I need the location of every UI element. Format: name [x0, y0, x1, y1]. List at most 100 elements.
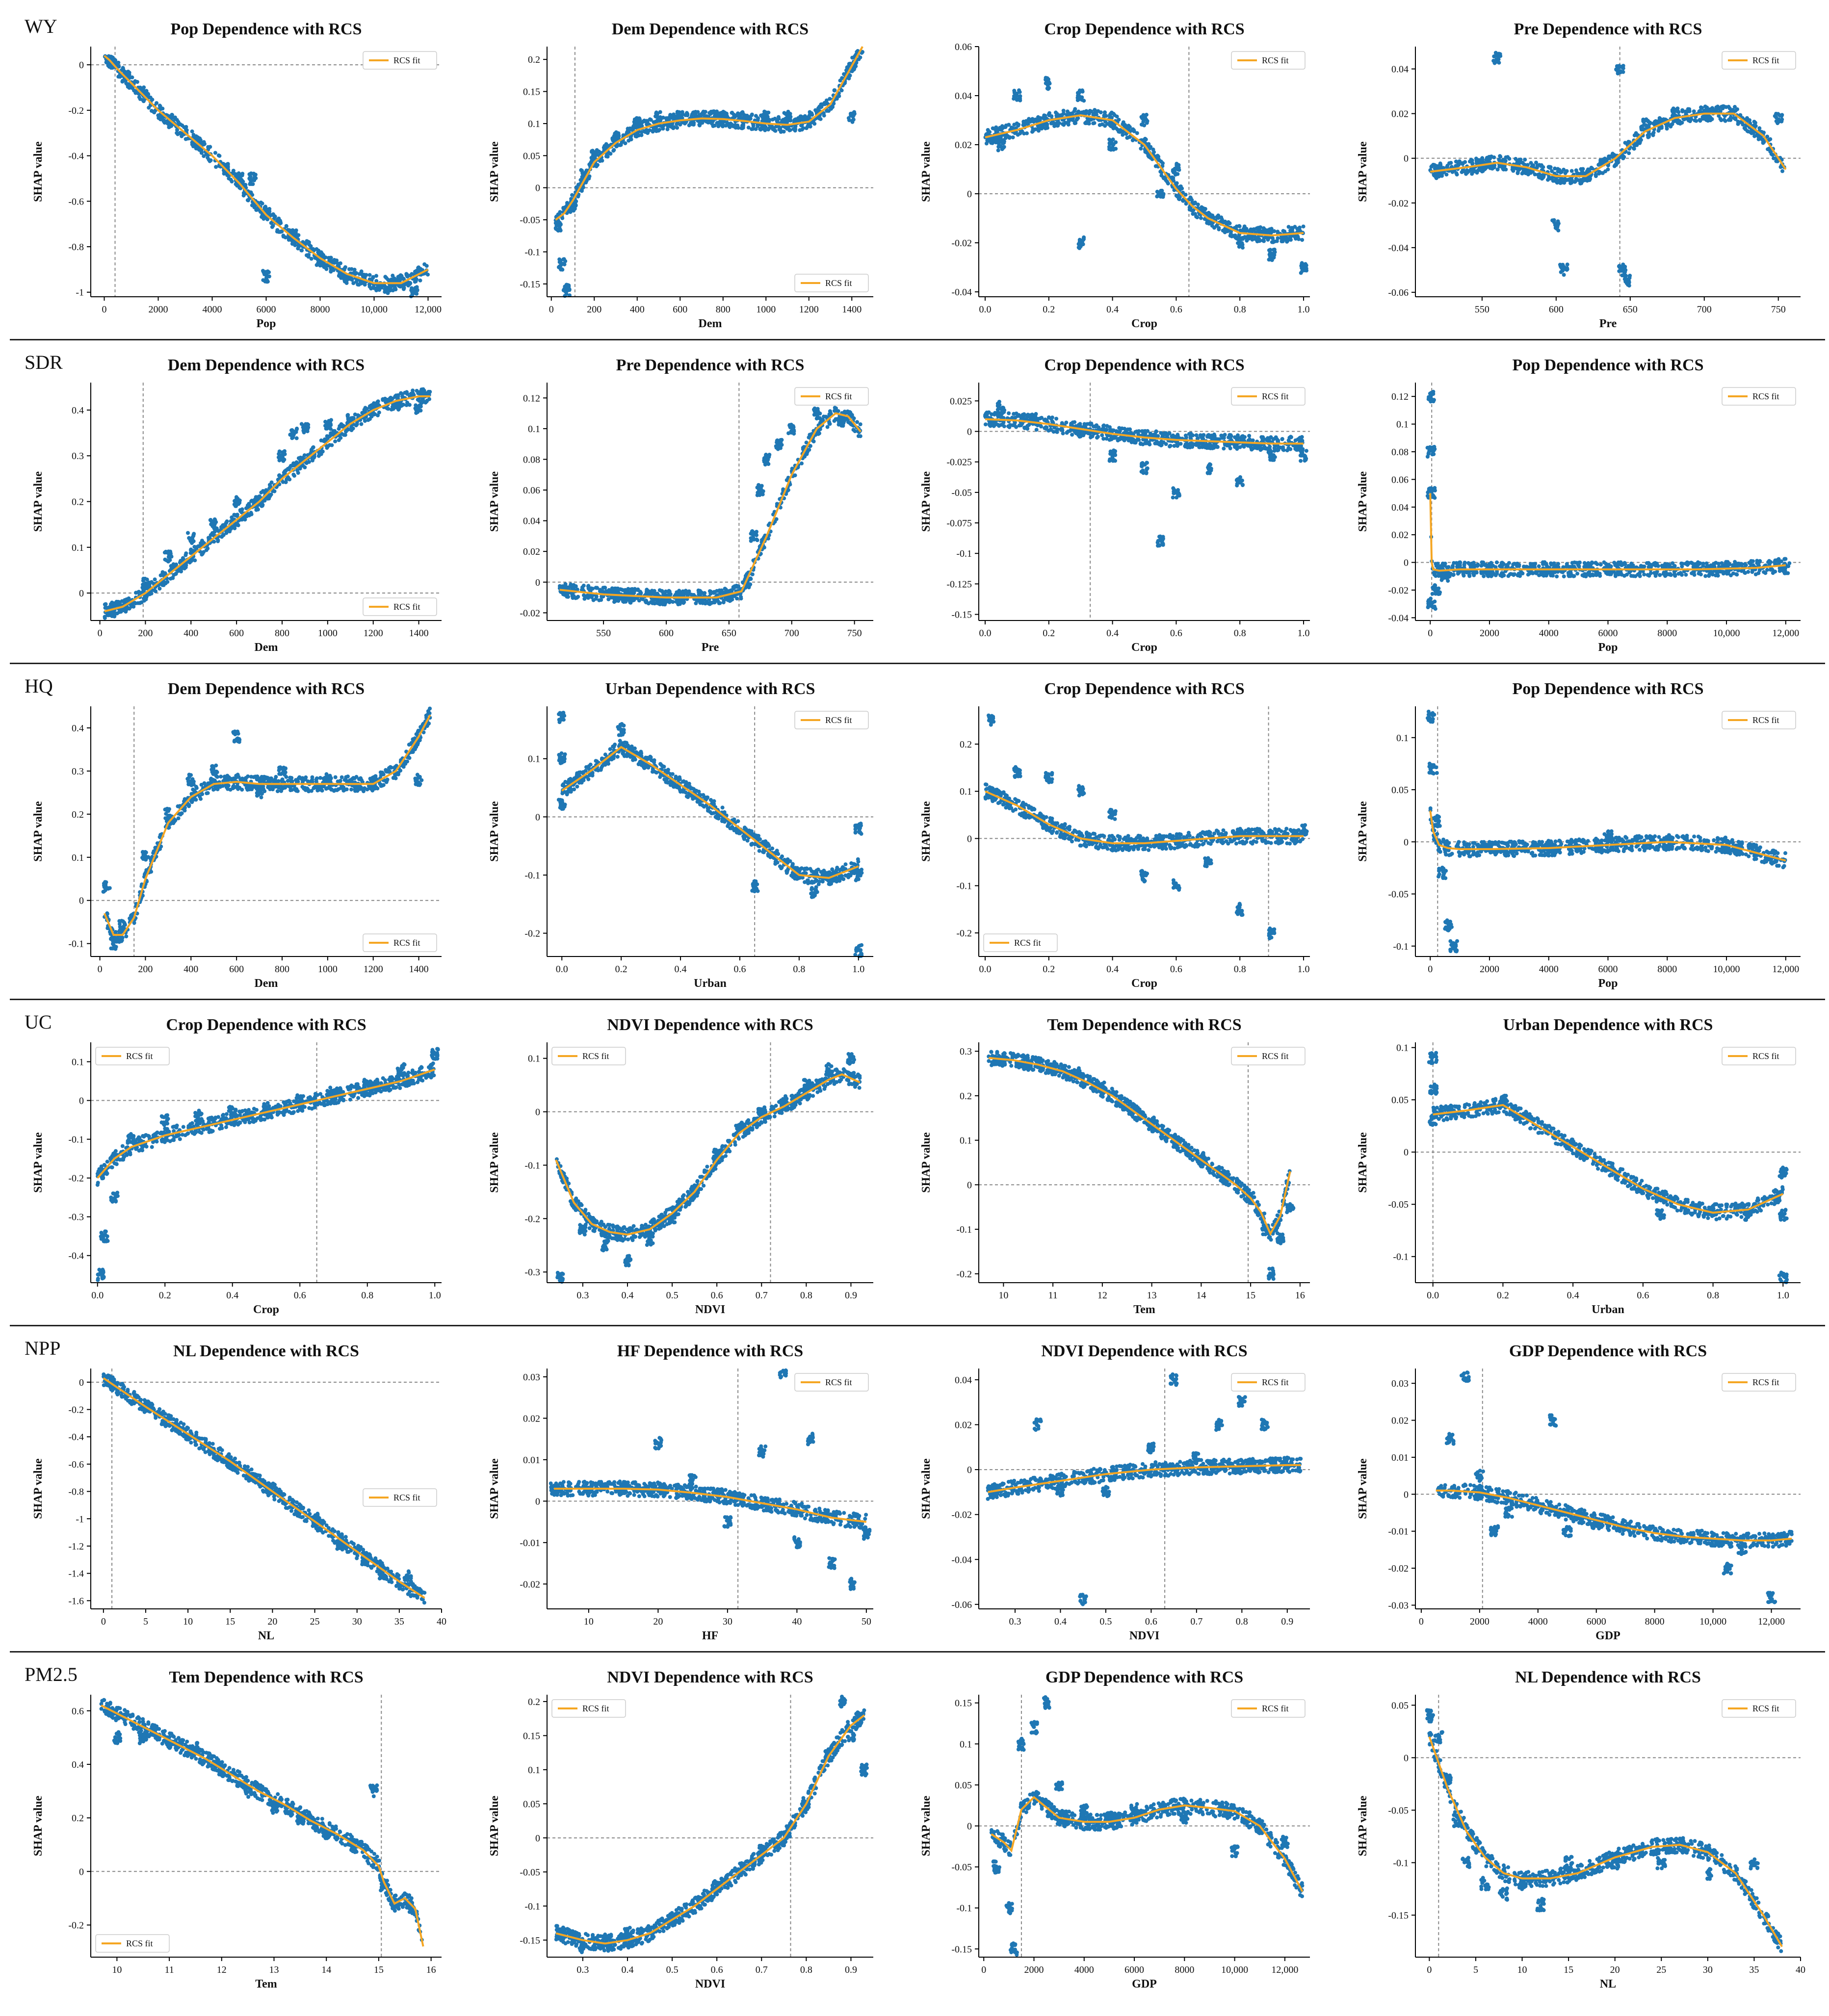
scatter-point: [261, 489, 265, 493]
scatter-point: [154, 589, 158, 594]
scatter-point: [328, 427, 333, 431]
scatter-point: [860, 51, 864, 55]
scatter-point: [1684, 112, 1688, 116]
scatter-point: [278, 454, 283, 459]
scatter-point: [175, 128, 179, 132]
scatter-point: [1044, 126, 1047, 130]
scatter-point: [840, 76, 844, 80]
scatter-point: [1055, 124, 1060, 128]
scatter-point: [224, 520, 228, 525]
scatter-point: [1752, 120, 1756, 124]
scatter-point: [200, 552, 204, 557]
scatter-point: [1046, 87, 1050, 91]
scatter-point: [995, 129, 999, 133]
scatter-point: [1064, 121, 1068, 125]
y-tick-label: -0.04: [1388, 243, 1409, 254]
scatter-point: [1716, 104, 1720, 109]
scatter-point: [1643, 119, 1647, 123]
scatter-point: [424, 264, 429, 268]
scatter-point: [189, 537, 193, 542]
scatter-point: [357, 272, 362, 276]
scatter-point: [828, 97, 832, 101]
scatter-point: [1052, 124, 1057, 129]
scatter-point: [267, 210, 271, 214]
scatter-point: [183, 553, 188, 557]
legend: RCS fit: [1231, 51, 1306, 70]
scatter-point: [1028, 120, 1033, 124]
y-tick-label: 0: [1404, 154, 1409, 164]
scatter-point: [991, 126, 995, 130]
scatter-point: [1241, 227, 1246, 231]
scatter-point: [190, 541, 194, 545]
scatter-point: [615, 133, 619, 137]
scatter-point: [120, 79, 125, 84]
y-axis-label: SHAP value: [32, 141, 45, 202]
scatter-point: [369, 286, 373, 291]
scatter-point: [284, 224, 288, 228]
scatter-point: [1111, 148, 1116, 152]
scatter-point: [1118, 128, 1123, 132]
y-tick-label: 0.05: [523, 151, 540, 161]
scatter-point: [126, 71, 130, 75]
scatter-point: [1141, 138, 1146, 142]
scatter-point: [1621, 64, 1625, 68]
scatter-point: [294, 436, 299, 440]
scatter-point: [216, 539, 220, 543]
scatter-point: [817, 116, 822, 121]
chart-panel: Pop Dependence with RCS 0 2000 4000 6000 8000…: [0, 5, 456, 341]
scatter-point: [1501, 167, 1506, 172]
scatter-point: [1550, 169, 1554, 173]
scatter-point: [1623, 280, 1628, 284]
scatter-point: [1135, 131, 1139, 135]
scatter-point: [225, 162, 230, 166]
scatter-point: [426, 272, 430, 277]
scatter-point: [1145, 121, 1149, 125]
scatter-point: [106, 61, 110, 65]
scatter-point: [733, 123, 737, 127]
y-tick-label: -0.02: [1388, 198, 1409, 209]
scatter-point: [1301, 224, 1306, 229]
legend-label: RCS fit: [1752, 55, 1779, 65]
scatter-point: [574, 203, 578, 207]
scatter-point: [1454, 171, 1459, 175]
scatter-point: [243, 517, 247, 522]
scatter-point: [342, 273, 346, 278]
scatter-point: [133, 601, 138, 606]
scatter-point: [1501, 158, 1506, 162]
scatter-point: [248, 178, 253, 182]
scatter-point: [1449, 165, 1454, 169]
scatter-point: [189, 548, 193, 552]
scatter-point: [1494, 53, 1498, 58]
scatter-point: [1124, 132, 1128, 136]
scatter-points: [103, 54, 430, 299]
scatter-point: [1194, 214, 1199, 219]
scatter-point: [277, 449, 282, 454]
scatter-point: [604, 154, 608, 158]
scatter-point: [754, 127, 758, 131]
row-label: HQ: [25, 674, 53, 698]
scatter-point: [169, 564, 173, 568]
scatter-point: [208, 536, 212, 540]
scatter-point: [299, 248, 304, 253]
scatter-point: [783, 117, 787, 122]
scatter-point: [1257, 237, 1261, 242]
scatter-points: [103, 387, 432, 620]
scatter-point: [264, 488, 268, 492]
scatter-point: [777, 117, 781, 121]
scatter-point: [999, 127, 1004, 131]
scatter-point: [1680, 109, 1685, 114]
scatter-point: [1646, 133, 1650, 137]
legend-box: [794, 274, 869, 292]
scatter-point: [994, 125, 998, 129]
scatter-point: [1581, 178, 1586, 182]
scatter-point: [212, 526, 216, 530]
scatter-point: [264, 276, 268, 280]
scatter-point: [1761, 141, 1765, 145]
chart-panel: Pre Dependence with RCS 550 600 650 700 750 -0…: [1325, 5, 1815, 341]
scatter-point: [751, 127, 755, 131]
legend-box: [363, 51, 437, 70]
scatter-point: [1172, 169, 1176, 173]
scatter-point: [1470, 161, 1475, 166]
row-separator: [10, 999, 1825, 1000]
